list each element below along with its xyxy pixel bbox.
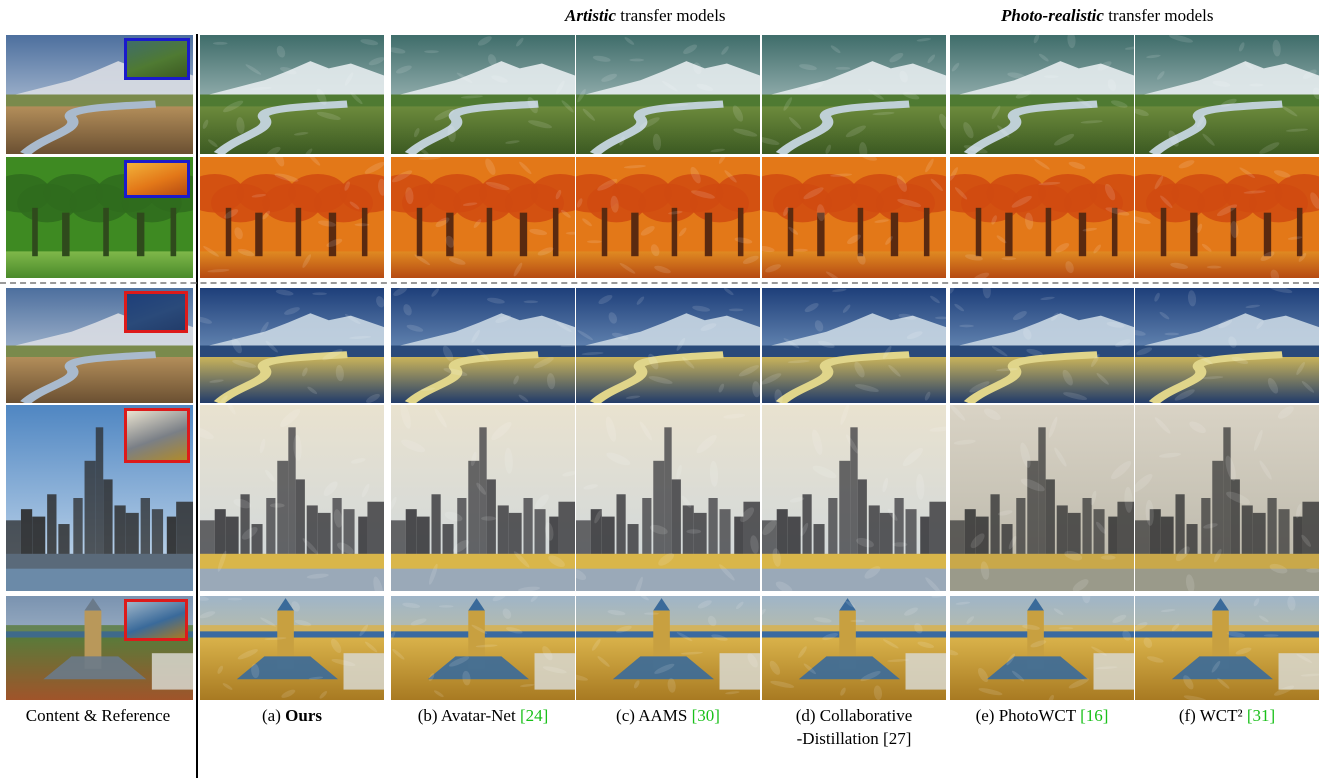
caption-d-line1-text: (d) Collaborative [795, 706, 913, 725]
image-row5-content [6, 596, 193, 700]
caption-a-bold: Ours [285, 706, 322, 725]
image-row1-content [6, 35, 193, 154]
image-row1-aams [576, 35, 760, 154]
image-row5-ours [200, 596, 384, 700]
caption-content-text: Content & Reference [25, 706, 171, 725]
caption-e-ref: [16] [1080, 706, 1109, 725]
caption-c-text: (c) AAMS [616, 706, 692, 725]
photo-header-emph: Photo-realistic [1001, 6, 1104, 25]
caption-d-line2: -Distillation [27] [762, 729, 946, 749]
image-row2-aams [576, 157, 760, 278]
image-row5-wct2 [1135, 596, 1319, 700]
caption-f-text: (f) WCT² [1178, 706, 1247, 725]
reference-inset-row5 [124, 599, 188, 641]
image-row4-aams [576, 405, 760, 591]
caption-b: (b) Avatar-Net [24] [391, 706, 575, 726]
image-row4-ours [200, 405, 384, 591]
image-row4-wct2 [1135, 405, 1319, 591]
image-row3-collab-distill [762, 288, 946, 403]
artistic-header-rest: transfer models [616, 6, 726, 25]
caption-c: (c) AAMS [30] [576, 706, 760, 726]
image-row5-avatar-net [391, 596, 575, 700]
photo-header-rest: transfer models [1103, 6, 1214, 25]
artistic-header: Artistic transfer models [565, 6, 726, 26]
image-row2-avatar-net [391, 157, 575, 278]
image-row2-wct2 [1135, 157, 1319, 278]
row-separator [0, 282, 1319, 284]
caption-b-text: (b) Avatar-Net [417, 706, 520, 725]
image-row3-ours [200, 288, 384, 403]
image-row4-content [6, 405, 193, 591]
caption-content: Content & Reference [0, 706, 196, 726]
image-row1-ours [200, 35, 384, 154]
caption-b-ref: [24] [519, 706, 549, 725]
caption-e: (e) PhotoWCT [16] [950, 706, 1134, 726]
caption-d-line2-text: -Distillation [796, 729, 884, 748]
caption-a-prefix: (a) [262, 706, 286, 725]
caption-f-ref: [31] [1246, 706, 1276, 725]
image-row5-aams [576, 596, 760, 700]
image-row4-photowct [950, 405, 1134, 591]
photo-header: Photo-realistic transfer models [1001, 6, 1213, 26]
column-divider [196, 34, 198, 778]
reference-inset-row4 [124, 408, 190, 463]
artistic-header-emph: Artistic [565, 6, 617, 25]
reference-inset-row1 [124, 38, 190, 80]
image-row4-avatar-net [391, 405, 575, 591]
image-row1-photowct [950, 35, 1134, 154]
caption-d-line1: (d) Collaborative [762, 706, 946, 726]
image-row1-wct2 [1135, 35, 1319, 154]
caption-d-ref: [27] [883, 729, 912, 748]
reference-inset-row2 [124, 160, 190, 198]
image-row2-photowct [950, 157, 1134, 278]
image-row2-collab-distill [762, 157, 946, 278]
image-row3-photowct [950, 288, 1134, 403]
image-row3-content [6, 288, 193, 403]
caption-e-text: (e) PhotoWCT [975, 706, 1081, 725]
image-row2-ours [200, 157, 384, 278]
image-row1-avatar-net [391, 35, 575, 154]
image-row3-aams [576, 288, 760, 403]
caption-f: (f) WCT² [31] [1135, 706, 1319, 726]
image-row2-content [6, 157, 193, 278]
image-row1-collab-distill [762, 35, 946, 154]
image-row4-collab-distill [762, 405, 946, 591]
image-row5-photowct [950, 596, 1134, 700]
image-row3-wct2 [1135, 288, 1319, 403]
image-row3-avatar-net [391, 288, 575, 403]
image-row5-collab-distill [762, 596, 946, 700]
reference-inset-row3 [124, 291, 188, 333]
caption-c-ref: [30] [691, 706, 720, 725]
caption-a: (a) Ours [200, 706, 384, 726]
